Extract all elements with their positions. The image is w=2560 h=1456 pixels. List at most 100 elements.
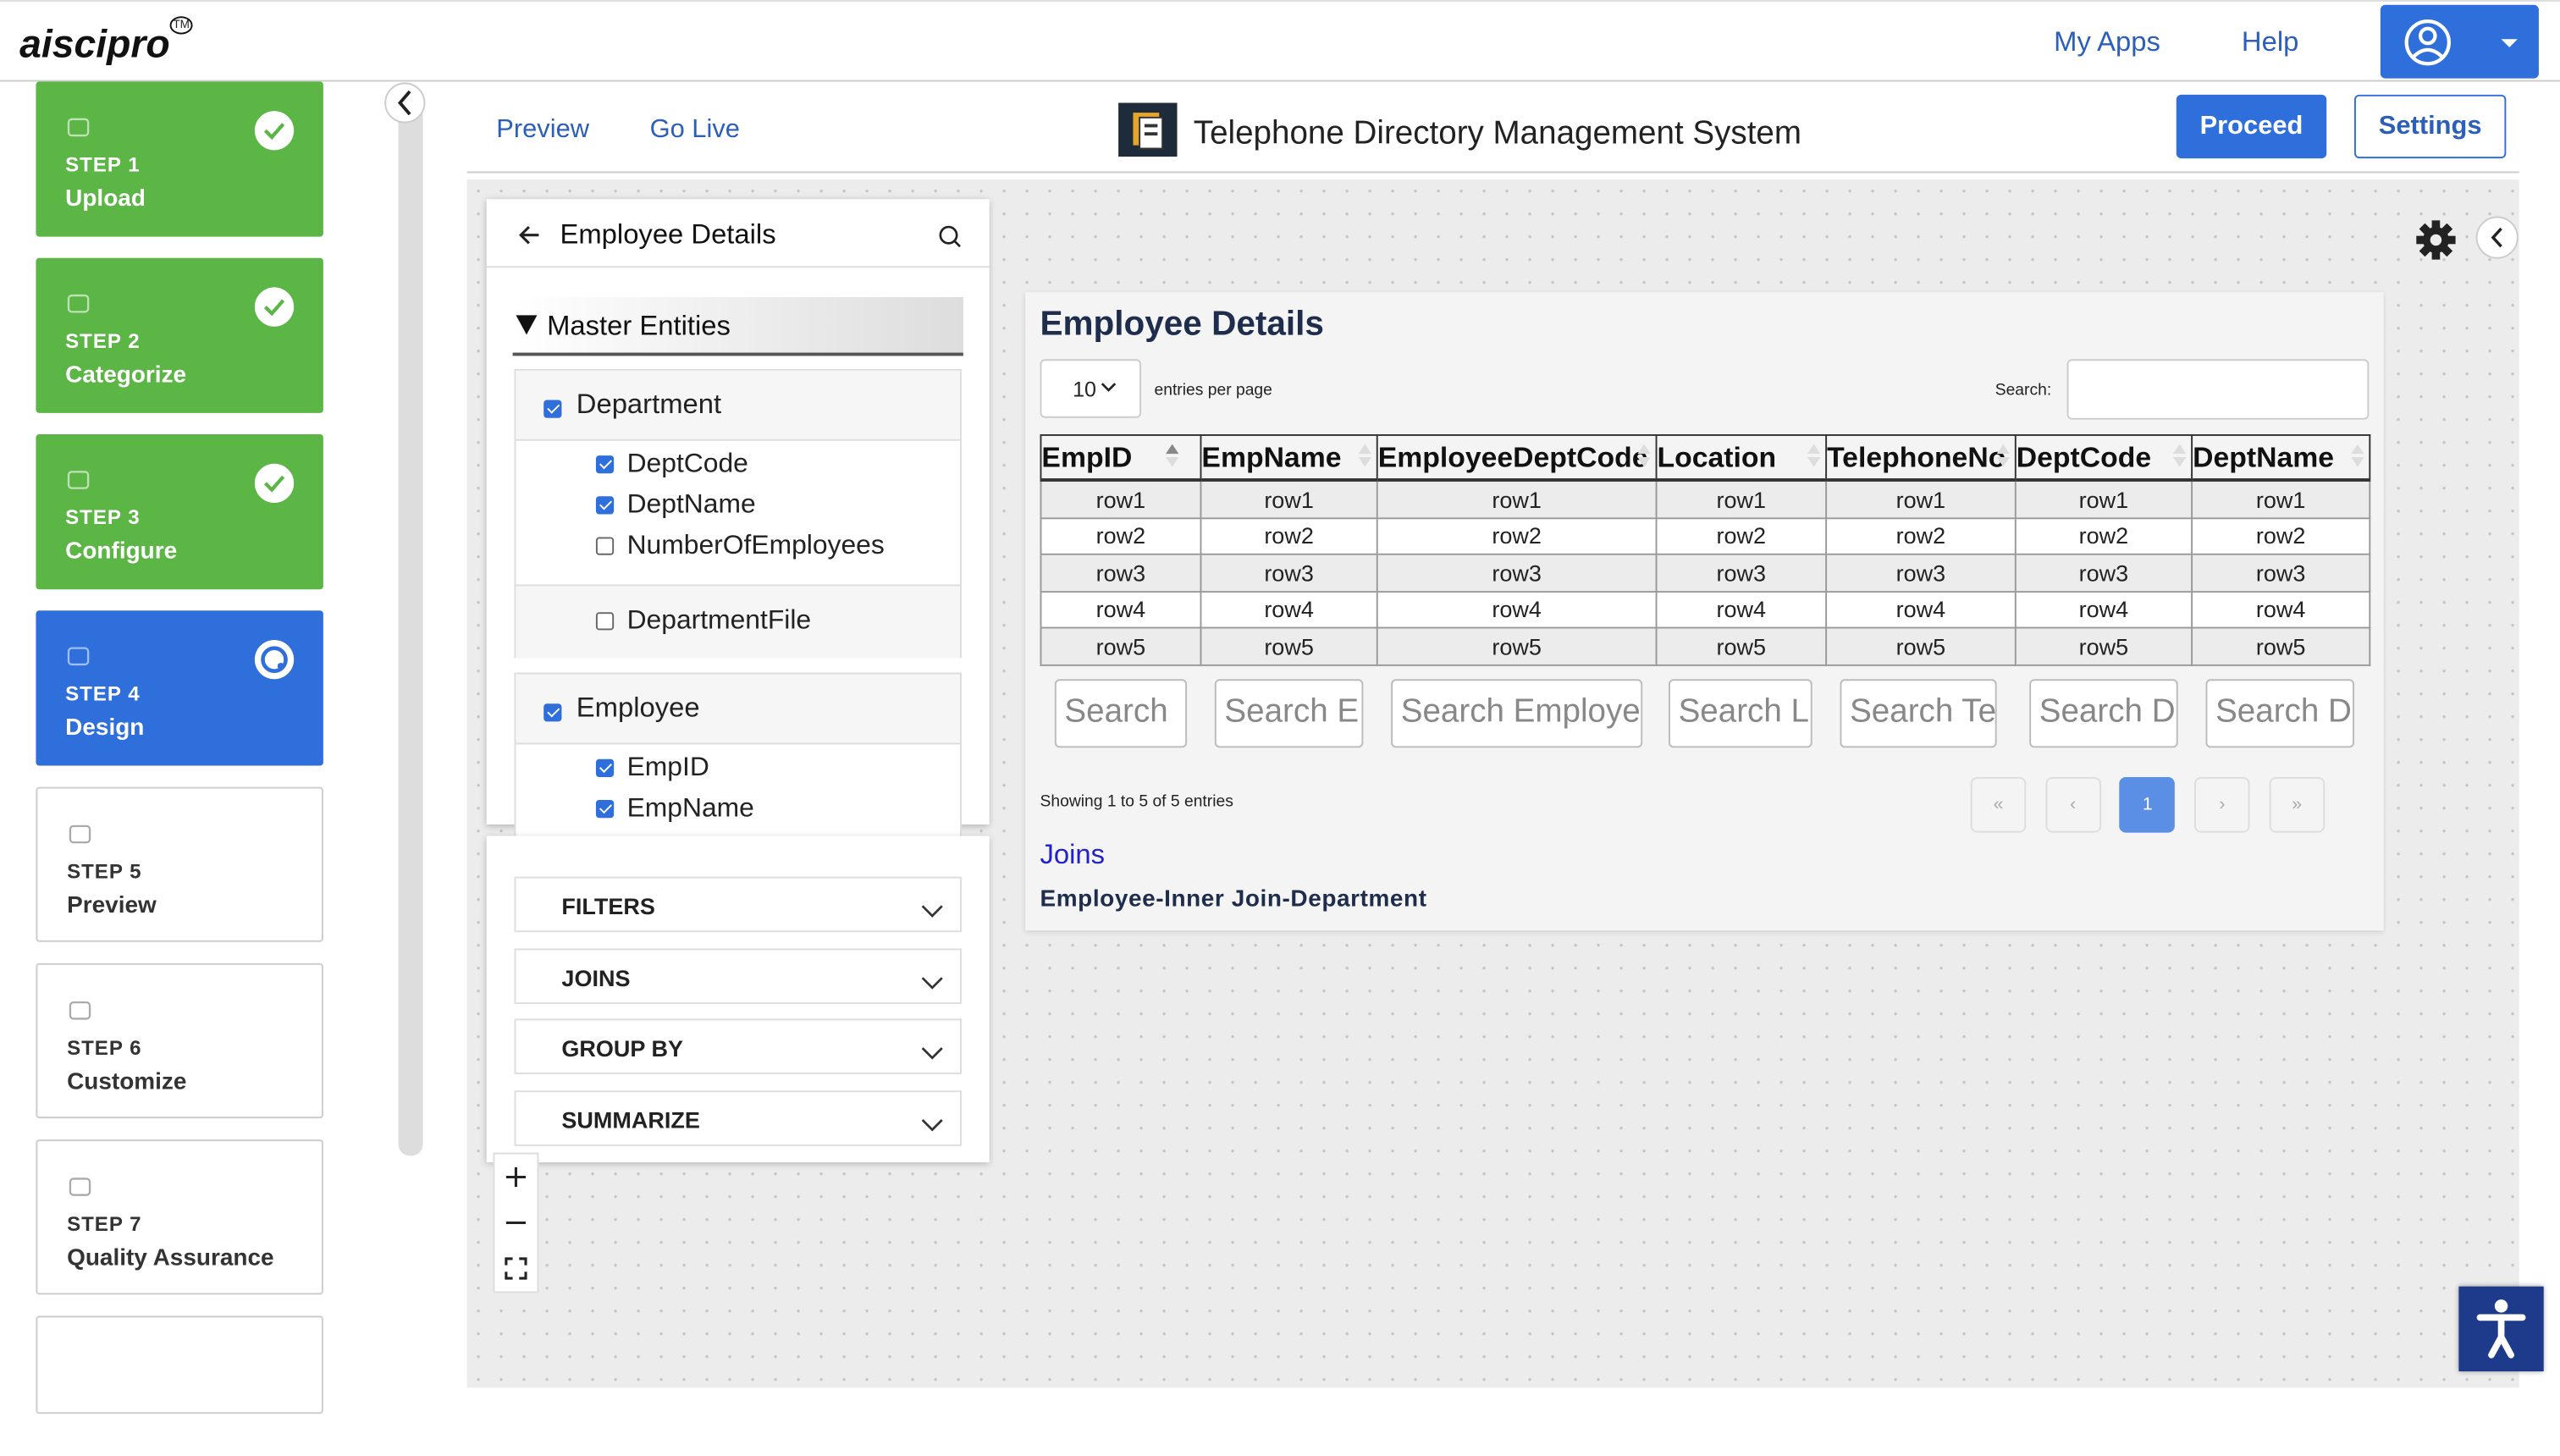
table-row: row1 row1 row1 row1 row1 row1 row1 (1040, 479, 2371, 519)
table-cell: row3 (1040, 553, 1202, 593)
field-name: DeptCode (626, 449, 748, 479)
step-icon-svg (69, 825, 91, 844)
page-button[interactable]: 1 (2120, 776, 2176, 833)
column-name: TelephoneNo (1827, 439, 2006, 473)
step-card[interactable]: STEP 5 Preview (36, 786, 323, 942)
step-card[interactable]: STEP 3 Configure (36, 433, 323, 590)
user-icon (2404, 19, 2518, 66)
proceed-button[interactable]: Proceed (2176, 94, 2327, 159)
logo[interactable]: aiscipro (19, 22, 170, 68)
table-cell: row4 (2014, 590, 2193, 629)
column-header[interactable]: EmpID (1040, 434, 1202, 482)
table-cell: row1 (1200, 479, 1378, 519)
column-search[interactable]: Search D (2205, 679, 2354, 748)
page-length-select[interactable]: 10 (1040, 359, 1142, 418)
entity-name: Department (576, 388, 722, 420)
step-icon (65, 290, 91, 324)
step-name: Customize (67, 1069, 187, 1096)
gear-icon[interactable] (2414, 218, 2457, 261)
accessibility-button[interactable] (2458, 1286, 2544, 1371)
search-input[interactable] (2066, 359, 2370, 420)
nav-link[interactable]: My Apps (2054, 25, 2160, 58)
entity-name: Employee (576, 692, 700, 724)
sort-icon-svg (1996, 444, 2011, 467)
step-icon-svg (67, 118, 90, 137)
search-icon[interactable] (937, 223, 963, 250)
page-button[interactable]: « (1970, 776, 2027, 833)
zoom-icons[interactable] (494, 1154, 537, 1291)
column-header[interactable]: Location (1655, 434, 1828, 482)
step-card[interactable]: STEP 6 Customize (36, 962, 323, 1119)
step-name: Quality Assurance (67, 1245, 274, 1272)
column-header[interactable]: EmployeeDeptCode (1376, 434, 1658, 482)
checkbox[interactable] (595, 799, 615, 819)
page-button[interactable]: » (2269, 776, 2325, 833)
step-card[interactable]: STEP 1 Upload (36, 81, 323, 237)
table-cell: row3 (2014, 553, 2193, 593)
checkbox[interactable] (595, 612, 615, 631)
trademark: TM (169, 16, 193, 35)
step-card[interactable]: STEP 7 Quality Assurance (36, 1139, 323, 1295)
field-name: EmpName (626, 793, 754, 823)
nav-link[interactable]: Help (2241, 25, 2299, 58)
checkbox[interactable] (595, 537, 615, 555)
zoom-controls (493, 1152, 539, 1293)
user-menu[interactable] (2380, 4, 2539, 79)
step-name: Configure (65, 538, 178, 565)
step-number: STEP 6 (67, 1036, 142, 1060)
accordion-label: JOINS (561, 963, 631, 990)
step-card[interactable]: STEP 2 Categorize (36, 257, 323, 413)
check-icon (253, 285, 295, 336)
checkbox[interactable] (595, 455, 615, 474)
accordion-item[interactable]: GROUP BY (514, 1018, 962, 1074)
settings-button[interactable]: Settings (2353, 94, 2507, 159)
column-header[interactable]: DeptName (2191, 434, 2371, 482)
accordion-item[interactable]: SUMMARIZE (514, 1089, 962, 1145)
column-search[interactable]: Search L (1668, 679, 1812, 748)
checkbox[interactable] (543, 400, 562, 418)
tab[interactable]: Go Live (649, 115, 740, 144)
table-cell: row2 (1200, 516, 1378, 555)
column-search[interactable]: Search Employe (1391, 679, 1643, 748)
checkbox[interactable] (595, 496, 615, 515)
column-header[interactable]: DeptCode (2014, 434, 2193, 482)
entity-header[interactable]: Department (516, 370, 960, 441)
table-cell: row5 (1655, 626, 1828, 665)
table-cell: row5 (1825, 626, 2017, 665)
step-number: STEP 3 (65, 505, 141, 529)
page-button[interactable]: ‹ (2044, 776, 2101, 833)
sort-icon (1164, 441, 1180, 477)
table-row: row2 row2 row2 row2 row2 row2 row2 (1040, 516, 2371, 555)
table-cell: row3 (1200, 553, 1378, 593)
file-item: DepartmentFile (595, 605, 811, 637)
page-button[interactable]: › (2194, 776, 2250, 833)
column-search[interactable]: Search Te (1840, 679, 1997, 748)
column-search[interactable]: Search D (2029, 679, 2178, 748)
table-cell: row1 (1376, 479, 1658, 519)
accordion-item[interactable]: FILTERS (514, 876, 962, 933)
accordion-label: GROUP BY (561, 1034, 683, 1062)
collapse-button[interactable] (2475, 216, 2519, 260)
section-header[interactable]: Master Entities (512, 296, 963, 356)
table-cell: row5 (1200, 626, 1378, 665)
scrollbar[interactable] (398, 94, 423, 1156)
column-header[interactable]: TelephoneNo (1825, 434, 2017, 482)
table-row: row5 row5 row5 row5 row5 row5 row5 (1040, 626, 2371, 665)
column-search[interactable]: Search E (1214, 679, 1364, 748)
back-icon[interactable] (516, 222, 542, 248)
checkbox[interactable] (543, 703, 562, 722)
accessibility-icon (2476, 1299, 2526, 1359)
checkbox[interactable] (595, 758, 615, 777)
column-search[interactable]: Search (1054, 679, 1188, 748)
table-cell: row5 (2191, 626, 2371, 665)
table-cell: row4 (1655, 590, 1828, 629)
step-icon (65, 467, 91, 501)
accordion-item[interactable]: JOINS (514, 947, 962, 1004)
column-header[interactable]: EmpName (1200, 434, 1378, 482)
table-cell: row1 (2014, 479, 2193, 519)
entity-header[interactable]: Employee (516, 674, 960, 745)
tab[interactable]: Preview (496, 115, 590, 144)
step-card[interactable] (36, 1315, 323, 1415)
step-card[interactable]: STEP 4 Design (36, 610, 323, 766)
collapse-button[interactable] (383, 81, 426, 124)
